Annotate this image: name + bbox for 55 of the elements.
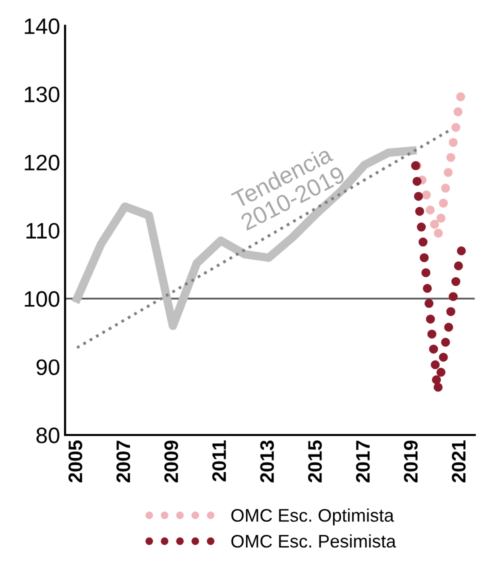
point: [414, 192, 423, 201]
point: [430, 360, 440, 370]
point: [448, 138, 458, 147]
point: [421, 268, 430, 278]
point: [451, 277, 460, 286]
legend-label: OMC Esc. Pesimista: [231, 534, 396, 548]
y-tick-label: 90: [36, 359, 60, 376]
x-tick-label: 2021: [452, 440, 466, 482]
point: [436, 214, 446, 223]
point: [438, 198, 448, 208]
point: [418, 238, 428, 247]
x-tick-label: 2007: [116, 440, 130, 482]
point: [456, 246, 466, 256]
point: [424, 298, 434, 308]
point: [422, 284, 432, 293]
point: [416, 222, 426, 232]
point: [415, 206, 424, 216]
point: [444, 322, 454, 332]
point: [436, 368, 446, 377]
point: [444, 168, 453, 177]
point: [454, 107, 462, 116]
point: [434, 228, 443, 238]
y-tick-label: 100: [24, 291, 60, 307]
x-tick-label: 2005: [68, 440, 82, 482]
point: [429, 344, 438, 354]
y-tick-label: 120: [24, 154, 60, 170]
point: [426, 314, 435, 324]
point: [441, 338, 450, 347]
point: [420, 253, 429, 262]
x-tick-label: 2019: [404, 440, 418, 482]
x-tick-label: 2013: [260, 440, 274, 482]
legend-label: OMC Esc. Optimista: [231, 508, 394, 526]
point: [412, 176, 422, 186]
point: [446, 307, 456, 316]
point: [430, 220, 440, 229]
y-tick-label: 130: [24, 86, 60, 102]
point: [438, 352, 448, 362]
point: [422, 190, 431, 200]
point: [426, 205, 435, 214]
point: [456, 92, 466, 102]
point: [441, 184, 450, 193]
point: [451, 122, 460, 132]
point: [446, 152, 456, 162]
point: [434, 382, 443, 392]
y-tick-label: 80: [36, 428, 60, 444]
point: [427, 330, 436, 339]
point: [448, 292, 458, 302]
y-tick-label: 110: [26, 222, 60, 239]
x-tick-label: 2015: [308, 440, 322, 482]
x-tick-label: 2017: [356, 440, 370, 482]
x-tick-label: 2009: [164, 440, 178, 482]
point: [454, 261, 463, 270]
point: [432, 375, 441, 384]
y-tick-label: 140: [24, 18, 60, 34]
x-tick-label: 2011: [212, 440, 226, 482]
